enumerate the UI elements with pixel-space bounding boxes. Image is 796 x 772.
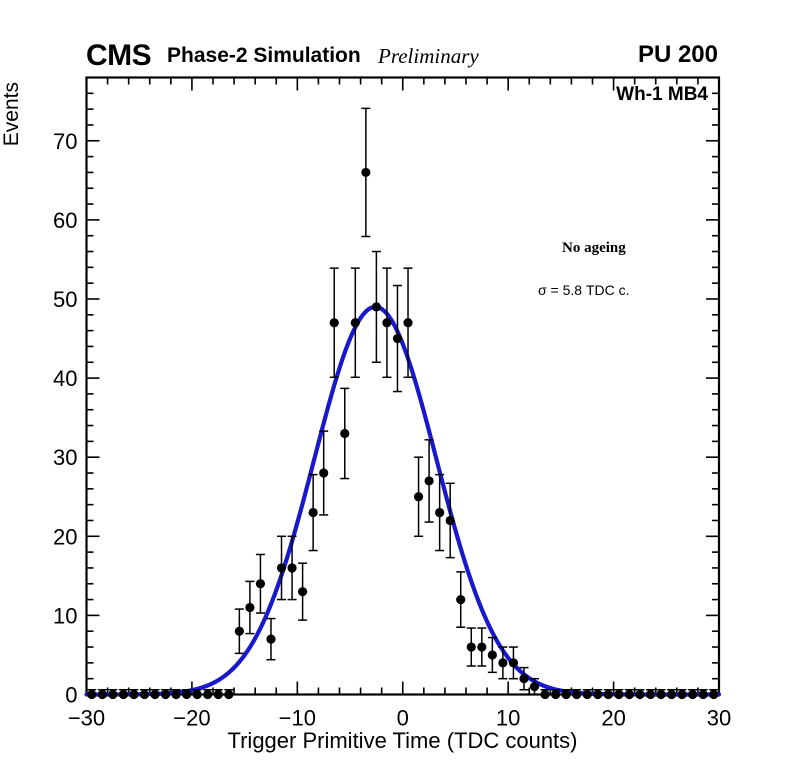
preliminary-label: Preliminary <box>378 44 479 68</box>
data-point <box>603 689 613 700</box>
x-tick-label: 30 <box>707 706 731 731</box>
data-point <box>413 456 424 538</box>
x-tick-label: 10 <box>496 706 520 731</box>
x-tick-label: 20 <box>601 706 625 731</box>
data-point <box>192 689 202 700</box>
data-point <box>572 689 582 700</box>
data-point <box>245 580 255 635</box>
data-point <box>624 689 634 700</box>
data-point <box>635 689 645 700</box>
x-tick-label: −30 <box>68 706 105 731</box>
data-point <box>593 689 603 700</box>
data-point <box>371 250 381 364</box>
y-tick-label: 70 <box>53 129 77 154</box>
data-point <box>203 689 213 700</box>
y-tick-label: 50 <box>53 287 77 312</box>
data-point <box>508 646 519 680</box>
data-point <box>435 473 445 552</box>
data-point <box>666 689 677 700</box>
data-point <box>456 571 466 629</box>
data-point <box>287 535 297 601</box>
data-point <box>392 284 403 393</box>
data-point <box>614 689 624 700</box>
data-point <box>677 689 687 700</box>
y-tick-label: 60 <box>53 208 77 233</box>
data-point <box>276 535 287 601</box>
data-point <box>656 689 666 700</box>
data-point <box>255 553 266 614</box>
axes-layer <box>85 76 721 696</box>
data-point <box>87 689 97 700</box>
data-point <box>97 689 107 700</box>
data-point <box>688 689 698 700</box>
data-point <box>551 689 561 700</box>
data-point <box>308 473 318 552</box>
data-point <box>118 689 128 700</box>
y-tick-label: 10 <box>53 603 77 628</box>
data-point <box>466 627 476 667</box>
data-point <box>529 677 540 696</box>
data-point <box>108 689 118 700</box>
data-point <box>340 387 350 480</box>
data-point <box>424 439 434 523</box>
data-point <box>329 267 339 379</box>
data-point <box>319 430 329 516</box>
data-point <box>213 689 223 700</box>
data-point <box>150 689 160 700</box>
ageing-label: No ageing <box>562 240 626 256</box>
y-tick-label: 40 <box>53 366 77 391</box>
data-point <box>182 689 192 700</box>
cms-header: CMS Phase-2 Simulation Preliminary PU 20… <box>0 0 796 77</box>
data-point <box>361 107 371 238</box>
data-point <box>403 267 413 379</box>
data-point <box>698 689 708 700</box>
y-tick-label: 20 <box>53 524 77 549</box>
data-point <box>160 689 171 700</box>
data-point <box>561 689 571 700</box>
simulation-label: Phase-2 Simulation <box>167 44 361 67</box>
data-point <box>445 482 455 559</box>
data-point <box>129 689 139 700</box>
x-axis-title: Trigger Primitive Time (TDC counts) <box>227 728 578 753</box>
data-point <box>709 689 719 700</box>
data-point <box>519 666 529 691</box>
sigma-label: σ = 5.8 TDC c. <box>538 282 630 298</box>
data-points-layer <box>87 107 719 700</box>
data-point <box>382 267 392 379</box>
data-point <box>139 689 150 700</box>
data-point <box>234 608 244 655</box>
y-tick-label: 0 <box>65 683 77 708</box>
y-tick-label: 30 <box>53 445 77 470</box>
x-tick-label: 0 <box>397 706 409 731</box>
wheel-station-label: Wh-1 MB4 <box>616 84 708 105</box>
pileup-label: PU 200 <box>637 41 718 68</box>
data-point <box>487 636 497 674</box>
data-point <box>171 689 181 700</box>
cms-logo-text: CMS <box>86 39 152 72</box>
data-point <box>540 689 550 700</box>
data-point <box>582 689 592 700</box>
fit-curve <box>84 304 722 697</box>
x-tick-label: −20 <box>173 706 210 731</box>
data-point <box>477 627 487 667</box>
data-point <box>645 689 656 700</box>
data-point <box>298 562 308 621</box>
tick-labels-layer: −30 −20 −10 0 10 20 30 0 10 20 30 40 50 60 70 <box>53 129 731 731</box>
x-tick-label: −10 <box>279 706 316 731</box>
data-point <box>224 689 234 700</box>
data-point <box>498 646 508 680</box>
data-point <box>266 617 276 661</box>
data-point <box>350 267 360 379</box>
